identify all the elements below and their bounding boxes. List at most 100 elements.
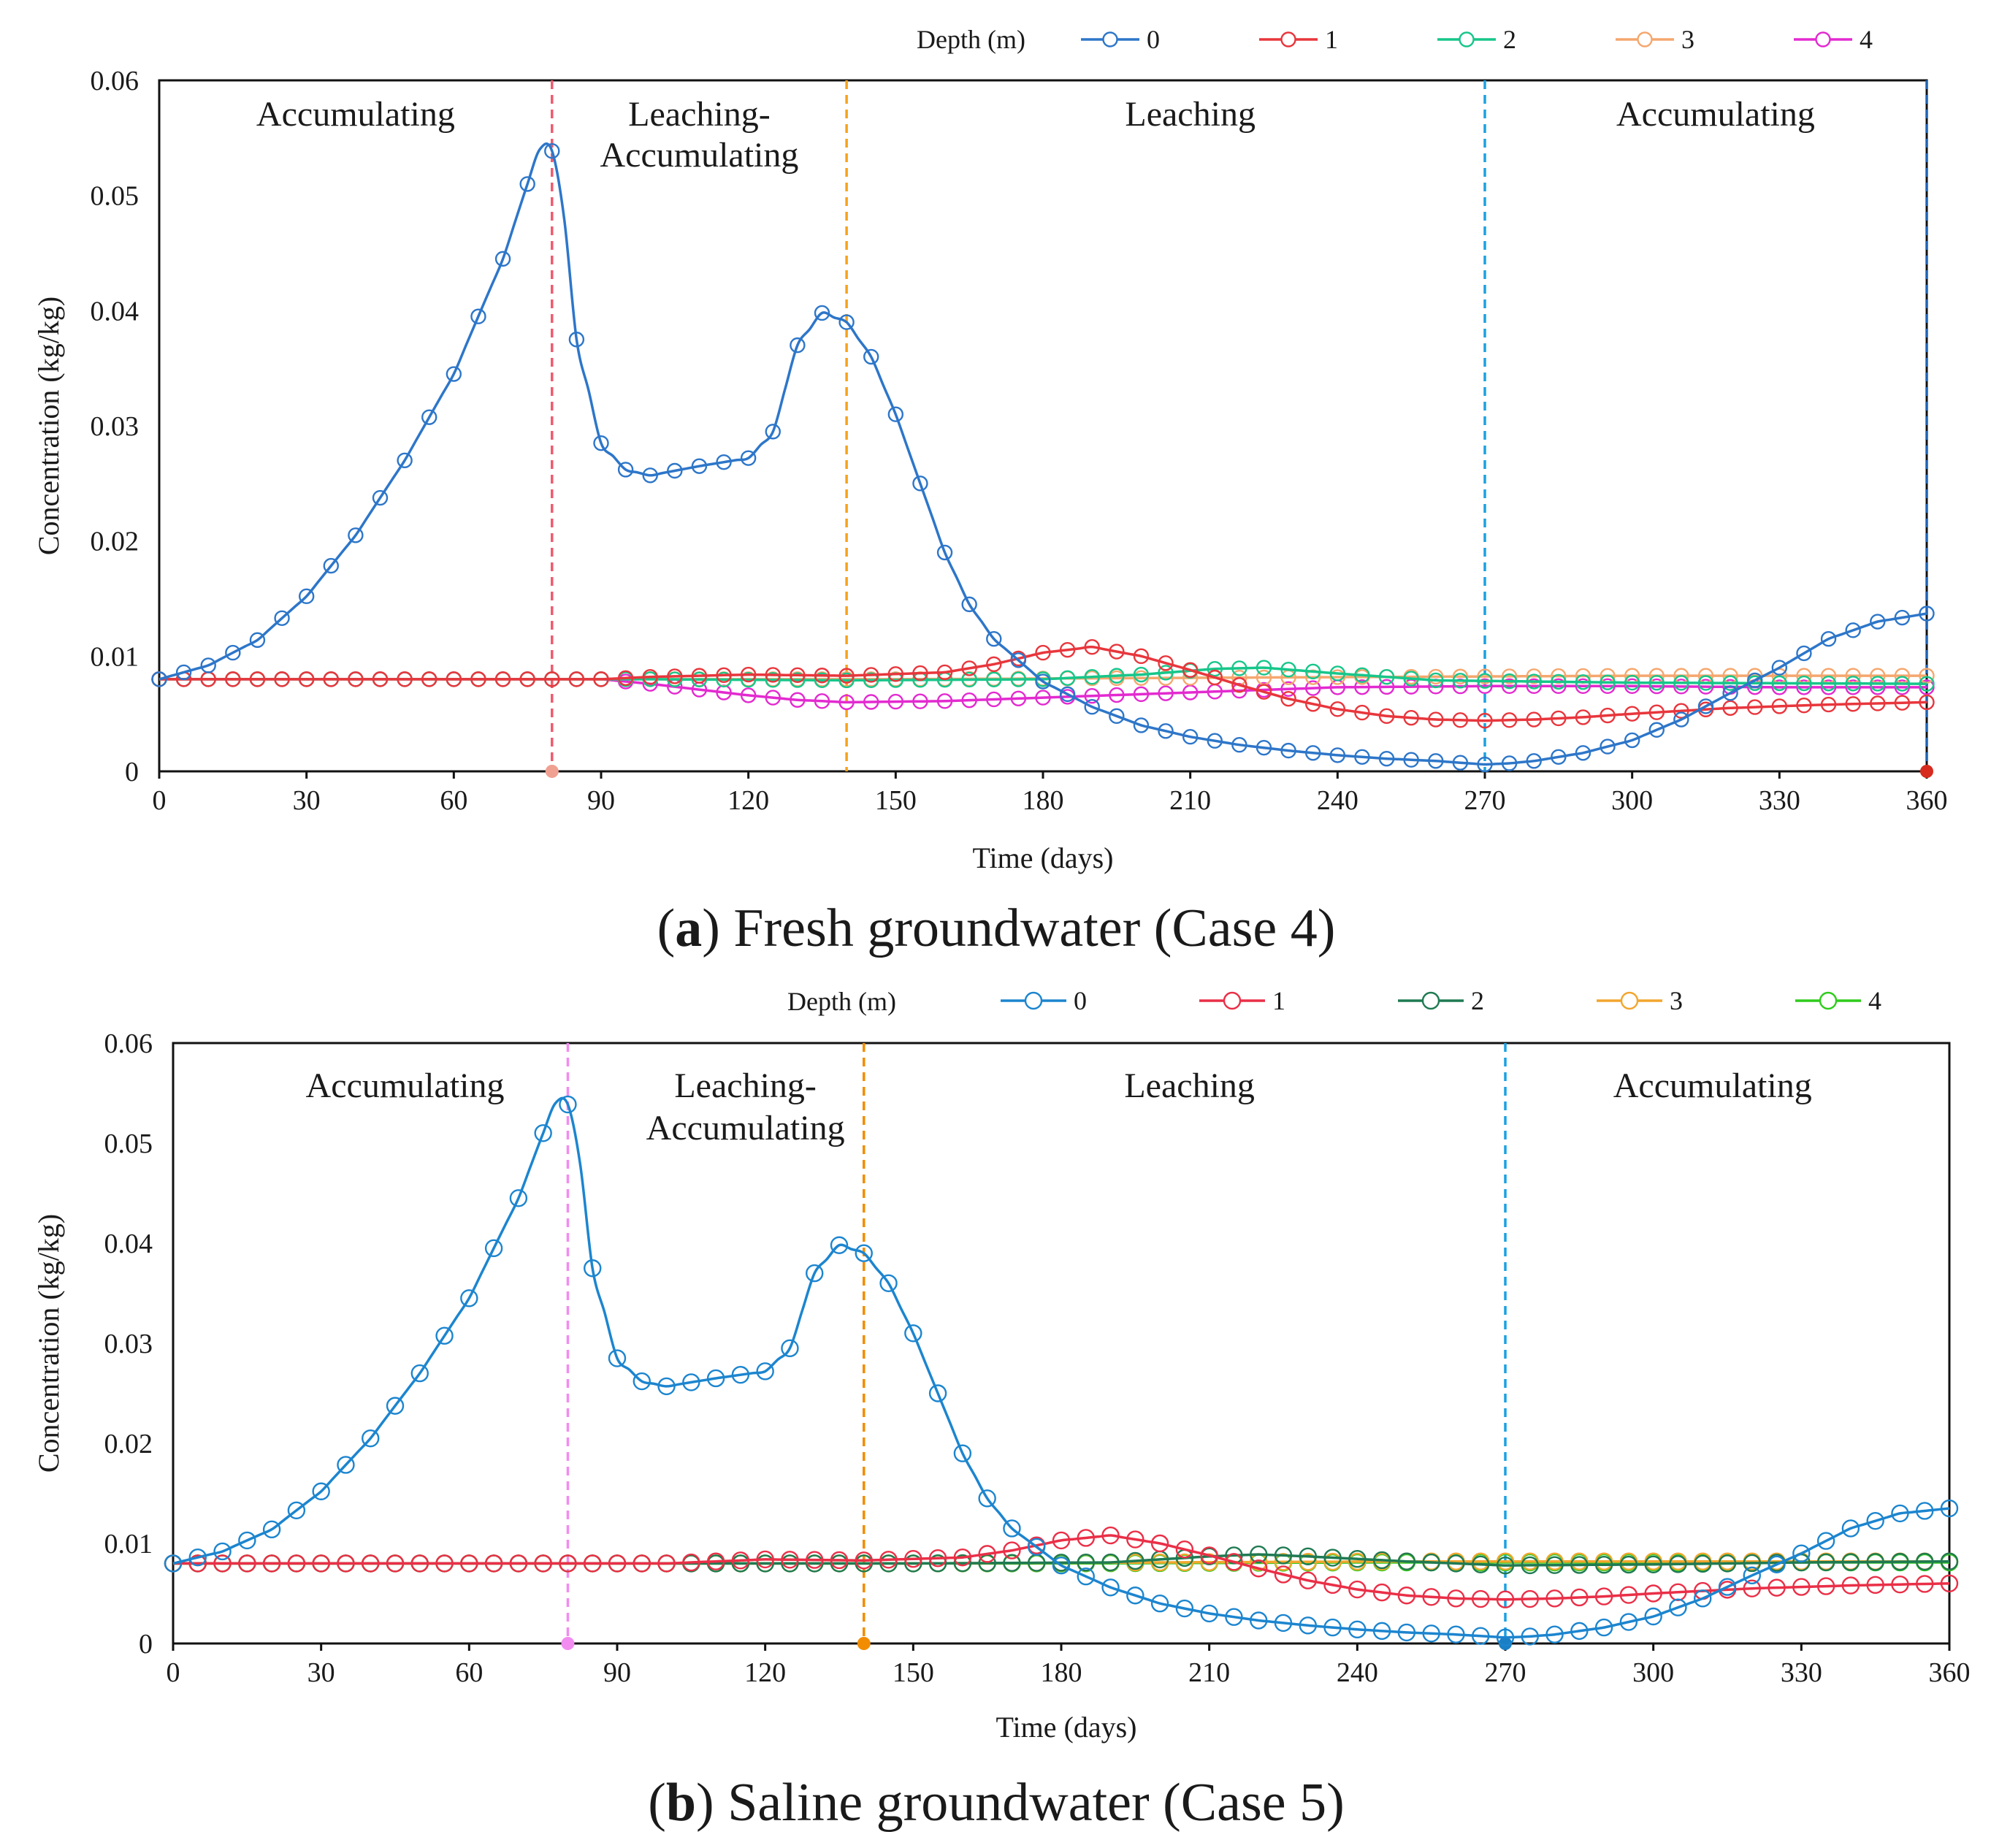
x-tick-label: 360 (1929, 1657, 1971, 1688)
y-tick-label: 0 (139, 1629, 153, 1660)
series-depth-0 (153, 144, 1934, 771)
y-tick-label: 0.03 (104, 1329, 153, 1359)
legend-label: 0 (1074, 986, 1087, 1015)
legend-item-depth-4: 4 (1794, 25, 1873, 54)
phase-label: Leaching (1125, 95, 1256, 134)
phase-labels-b: Accumulating Leaching- Accumulating Leachin… (306, 1066, 1812, 1148)
legend-swatch-marker (1816, 33, 1830, 47)
x-tick-label: 270 (1485, 1657, 1526, 1688)
figure: Depth (m) 0 1 2 3 4 0 0.01 0.02 0.03 0.04 0.05 0.0… (0, 0, 1991, 1848)
x-axis-ticks-a: 0 30 60 90 120 150 180 210 240 270 300 330 360 (153, 771, 1948, 816)
caption-letter-b: b (666, 1773, 696, 1833)
x-axis-ticks-b: 0 30 60 90 120 150 180 210 240 270 300 330 360 (167, 1643, 1971, 1688)
y-axis-title-b: Concentration (kg/kg) (32, 1214, 65, 1473)
x-tick-label: 300 (1611, 785, 1653, 816)
legend-item-depth-2: 2 (1398, 986, 1484, 1015)
legend-title-b: Depth (m) (787, 987, 896, 1016)
phase-label: Accumulating (600, 136, 798, 175)
x-tick-label: 150 (875, 785, 917, 816)
x-tick-label: 0 (153, 785, 167, 816)
y-tick-label: 0.01 (104, 1529, 153, 1559)
legend-item-depth-2: 2 (1437, 25, 1516, 54)
phase-label: Accumulating (1616, 95, 1815, 134)
legend-b: 0 1 2 3 4 (1001, 986, 1881, 1015)
x-tick-label: 300 (1632, 1657, 1674, 1688)
phase-divider-marker (546, 765, 559, 778)
series-group-a (153, 144, 1934, 771)
legend-label: 3 (1670, 986, 1683, 1015)
y-tick-label: 0.05 (91, 181, 140, 212)
panel-a: Depth (m) 0 1 2 3 4 0 0.01 0.02 0.03 0.04 0.05 0.0… (32, 25, 1948, 958)
caption-letter-a: a (675, 898, 702, 958)
x-tick-label: 210 (1169, 785, 1211, 816)
y-tick-label: 0 (125, 757, 139, 787)
y-tick-label: 0.04 (91, 296, 140, 327)
legend-label: 1 (1325, 25, 1338, 54)
legend-item-depth-4: 4 (1795, 986, 1881, 1015)
y-tick-label: 0.06 (104, 1028, 153, 1059)
y-axis-ticks-a: 0 0.01 0.02 0.03 0.04 0.05 0.06 (91, 66, 140, 787)
phase-label: Leaching (1124, 1066, 1255, 1105)
x-tick-label: 30 (307, 1657, 335, 1688)
legend-label: 2 (1471, 986, 1484, 1015)
y-tick-label: 0.02 (91, 527, 140, 557)
x-tick-label: 120 (727, 785, 769, 816)
x-tick-label: 60 (440, 785, 467, 816)
legend-label: 4 (1868, 986, 1881, 1015)
legend-label: 2 (1503, 25, 1516, 54)
x-tick-label: 330 (1781, 1657, 1822, 1688)
legend-item-depth-3: 3 (1597, 986, 1683, 1015)
phase-label: Leaching- (674, 1066, 817, 1105)
caption-text-b: ) Saline groundwater (Case 5) (696, 1773, 1345, 1833)
phase-divider-marker (561, 1637, 574, 1650)
phase-label: Accumulating (646, 1109, 845, 1148)
x-tick-label: 240 (1337, 1657, 1378, 1688)
phase-label: Accumulating (256, 95, 455, 134)
y-tick-label: 0.02 (104, 1429, 153, 1459)
legend-swatch-marker (1025, 993, 1042, 1009)
x-tick-label: 330 (1759, 785, 1800, 816)
legend-label: 4 (1860, 25, 1873, 54)
legend-swatch-marker (1621, 993, 1637, 1009)
x-tick-label: 180 (1041, 1657, 1082, 1688)
y-tick-label: 0.05 (104, 1129, 153, 1159)
legend-item-depth-0: 0 (1081, 25, 1160, 54)
y-tick-label: 0.01 (91, 641, 140, 672)
phase-label: Accumulating (1613, 1066, 1812, 1105)
legend-label: 1 (1272, 986, 1285, 1015)
legend-title-a: Depth (m) (917, 25, 1025, 54)
y-tick-label: 0.03 (91, 411, 140, 442)
x-tick-label: 150 (893, 1657, 934, 1688)
legend-item-depth-1: 1 (1259, 25, 1338, 54)
x-tick-label: 30 (293, 785, 321, 816)
y-tick-label: 0.04 (104, 1229, 153, 1259)
series-group-b (165, 1096, 1957, 1646)
phase-labels-a: Accumulating Leaching-AccumulatingLeachin… (256, 95, 1815, 175)
phase-divider-marker (857, 1637, 871, 1650)
legend-swatch-marker (1282, 33, 1296, 47)
legend-item-depth-1: 1 (1199, 986, 1285, 1015)
x-tick-label: 270 (1464, 785, 1506, 816)
y-axis-title-a: Concentration (kg/kg) (32, 297, 65, 555)
x-tick-label: 210 (1188, 1657, 1230, 1688)
phase-label: Leaching- (628, 95, 771, 134)
x-tick-label: 0 (167, 1657, 180, 1688)
x-tick-label: 90 (603, 1657, 631, 1688)
legend-label: 3 (1681, 25, 1694, 54)
x-axis-title-a: Time (days) (973, 841, 1114, 874)
legend-swatch-marker (1224, 993, 1240, 1009)
legend-item-depth-0: 0 (1001, 986, 1087, 1015)
caption-text-a: ) Fresh groundwater (Case 4) (702, 898, 1335, 958)
legend-a: 0 1 2 3 4 (1081, 25, 1873, 54)
caption-b: (b) Saline groundwater (Case 5) (648, 1773, 1345, 1833)
x-tick-label: 90 (587, 785, 615, 816)
caption-a: (a) Fresh groundwater (Case 4) (657, 898, 1336, 958)
phase-label: Accumulating (306, 1066, 505, 1105)
series-depth-2 (165, 1546, 1957, 1573)
x-tick-label: 120 (744, 1657, 786, 1688)
x-tick-label: 60 (455, 1657, 483, 1688)
legend-swatch-marker (1820, 993, 1836, 1009)
y-tick-label: 0.06 (91, 66, 140, 96)
phase-dividers-a (546, 80, 1933, 778)
legend-label: 0 (1147, 25, 1160, 54)
